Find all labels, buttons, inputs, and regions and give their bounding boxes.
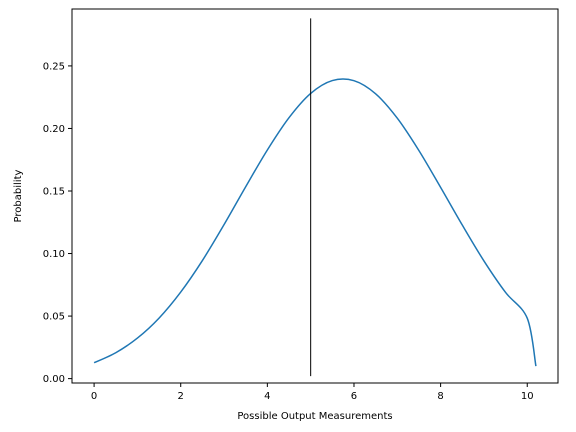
x-tick-label: 8 [437,391,443,402]
x-tick-label: 0 [91,391,97,402]
y-tick-label: 0.20 [43,124,65,135]
y-axis-ticks: 0.00 0.05 0.10 0.15 0.20 0.25 [43,61,72,385]
y-tick-label: 0.15 [43,186,65,197]
x-tick-label: 6 [351,391,357,402]
x-axis-label: Possible Output Measurements [237,411,392,422]
x-tick-label: 2 [178,391,184,402]
series-line-0 [93,78,537,367]
y-tick-label: 0.25 [43,61,65,72]
x-tick-label: 10 [521,391,534,402]
axes-frame [71,8,559,384]
x-tick-label: 4 [264,391,270,402]
y-tick-label: 0.10 [43,249,65,260]
y-tick-label: 0.00 [43,374,65,385]
y-tick-label: 0.05 [43,312,65,323]
x-axis-ticks: 0 2 4 6 8 10 [91,383,534,402]
plot-area [93,18,537,377]
y-axis-label: Probability [13,169,24,222]
